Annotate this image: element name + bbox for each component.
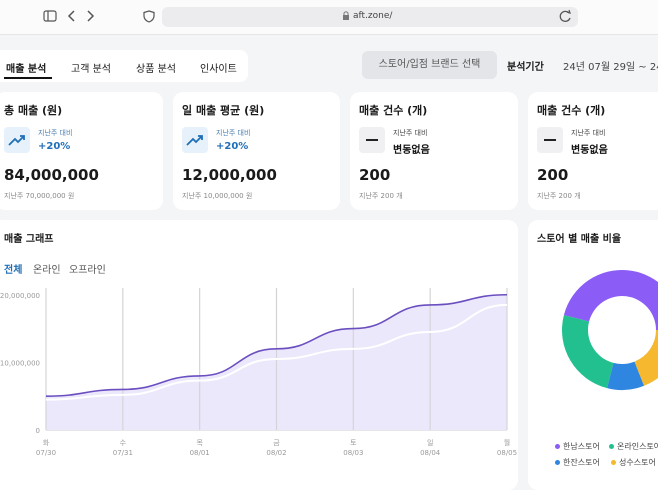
card-title: 매출 건수 (개)	[359, 104, 428, 117]
x-tick-label: 08/03	[343, 449, 363, 457]
toolbar-icons	[43, 7, 578, 27]
previous: 지난주 70,000,000 원	[4, 192, 75, 200]
donut-slice	[562, 315, 614, 389]
tab-underline	[4, 77, 52, 79]
icon-arrow	[186, 135, 203, 146]
x-tick-weekday: 토	[350, 439, 357, 447]
x-tick-weekday: 수	[120, 439, 127, 447]
compare-label: 지난주 대비	[393, 129, 428, 137]
x-tick-weekday: 목	[196, 439, 203, 447]
change: +20%	[38, 141, 71, 152]
compare-label: 지난주 대비	[216, 129, 251, 137]
change: 변동없음	[571, 145, 608, 156]
compare-label: 지난주 대비	[38, 129, 73, 137]
pie-title: 스토어 별 매출 비율	[537, 234, 622, 245]
trend-icon	[359, 127, 385, 153]
legend-swatch	[609, 444, 614, 449]
y-tick-label: 20,000,000	[0, 292, 40, 300]
x-tick-weekday: 화	[43, 439, 50, 447]
tab-bar	[0, 50, 248, 82]
filter[interactable]: 전체	[4, 265, 23, 276]
x-tick-label: 08/04	[420, 449, 441, 457]
url[interactable]: aft.zone/	[353, 11, 393, 21]
x-tick-weekday: 월	[504, 438, 510, 447]
x-tick-weekday: 일	[427, 438, 433, 447]
legend-swatch	[555, 460, 560, 465]
kpi-value: 200	[537, 166, 569, 184]
graph-title: 매출 그래프	[4, 234, 54, 245]
kpi-value: 12,000,000	[182, 166, 277, 184]
donut-slice	[607, 361, 645, 390]
series-line	[45, 303, 508, 401]
donut-slice	[634, 330, 658, 386]
tab[interactable]: 인사이트	[200, 64, 237, 75]
x-tick-label: 08/05	[497, 449, 517, 457]
tab[interactable]: 상품 분석	[136, 64, 176, 75]
change: 변동없음	[393, 145, 430, 156]
y-tick-label: 10,000,000	[0, 359, 40, 367]
change: +20%	[216, 141, 249, 152]
store-select-button[interactable]: 스토어/입점 브랜드 선택	[362, 51, 497, 79]
kpi-value: 200	[359, 166, 391, 184]
legend-label: 성수스토어	[619, 458, 656, 467]
trend-icon	[4, 127, 30, 153]
store-share-donut	[562, 270, 658, 390]
legend-label: 한남스토어	[563, 442, 600, 451]
trend-icon	[537, 127, 563, 153]
x-tick-label: 08/02	[266, 449, 286, 457]
card-title: 총 매출 (원)	[4, 104, 63, 117]
x-tick-label: 07/30	[36, 449, 56, 457]
x-tick-label: 07/31	[113, 449, 133, 457]
compare-label: 지난주 대비	[571, 129, 606, 137]
previous: 지난주 200 개	[359, 192, 403, 200]
card-title: 매출 건수 (개)	[537, 104, 606, 117]
filter[interactable]: 오프라인	[69, 265, 106, 276]
kpi-value: 84,000,000	[4, 166, 99, 184]
y-tick-label: 0	[36, 427, 40, 435]
legend-label: 한잔스토어	[563, 458, 600, 467]
legend-swatch	[555, 444, 560, 449]
x-tick-weekday: 금	[273, 439, 280, 447]
filter[interactable]: 온라인	[33, 265, 61, 276]
browser-toolbar: aft.zone/	[0, 0, 658, 35]
previous: 지난주 10,000,000 원	[182, 192, 253, 200]
period-value[interactable]: 24년 07월 29일 ~ 24년 0	[563, 62, 658, 73]
tab[interactable]: 고객 분석	[71, 64, 111, 75]
trend-icon	[182, 127, 208, 153]
series-line	[45, 293, 508, 397]
donut-slice	[563, 270, 658, 330]
legend-swatch	[611, 460, 616, 465]
tab[interactable]: 매출 분석	[6, 64, 47, 75]
x-tick-label: 08/01	[190, 449, 210, 457]
sales-graph: 0 10,000,000 20,000,000 화 07/30 수 07/31 목 08/01 금…	[0, 288, 517, 457]
previous: 지난주 200 개	[537, 192, 581, 200]
icon-arrow	[8, 135, 25, 146]
card-title: 일 매출 평균 (원)	[182, 104, 265, 117]
period-label: 분석기간	[507, 62, 544, 73]
legend-label: 온라인스토어	[617, 442, 658, 451]
